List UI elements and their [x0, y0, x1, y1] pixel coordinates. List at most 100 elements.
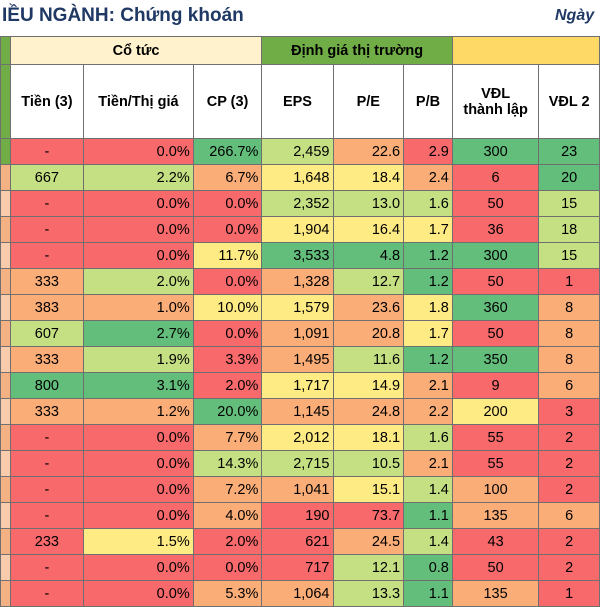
cell-pe: 12.7: [332, 268, 405, 295]
cell-vdl2: 18: [538, 216, 600, 243]
cell-vdl2: 6: [538, 502, 600, 529]
cell-cp: 10.0%: [192, 294, 263, 321]
cell-vdl-thanh-lap: 50: [451, 190, 540, 217]
table-row: 667 2.2% 6.7% 1,648 18.4 2.4 6 20: [0, 164, 600, 191]
cell-vdl2: 15: [538, 242, 600, 269]
cell-cp: 2.0%: [192, 528, 263, 555]
cell-tien-thi-gia: 0.0%: [83, 424, 194, 451]
cell-tien-thi-gia: 0.0%: [83, 580, 194, 607]
cell-pe: 12.1: [332, 554, 405, 581]
cell-tien: 667: [9, 164, 85, 191]
cell-eps: 1,041: [261, 476, 334, 503]
cell-vdl-thanh-lap: 350: [451, 346, 540, 373]
cell-vdl2: 1: [538, 268, 600, 295]
cell-eps: 1,091: [261, 320, 334, 347]
column-header-row: Tiền (3) Tiền/Thị giá CP (3) EPS P/E P/B…: [0, 64, 600, 139]
table-row: 800 3.1% 2.0% 1,717 14.9 2.1 9 6: [0, 372, 600, 399]
cell-pe: 13.0: [332, 190, 405, 217]
title-bar: IỀU NGÀNH: Chứng khoán Ngày: [0, 0, 600, 36]
cell-pb: 1.7: [403, 320, 453, 347]
cell-vdl2: 8: [538, 320, 600, 347]
cell-pb: 1.1: [403, 502, 453, 529]
cell-vdl2: 20: [538, 164, 600, 191]
cell-cp: 7.2%: [192, 476, 263, 503]
cell-eps: 1,648: [261, 164, 334, 191]
cell-tien: -: [9, 242, 85, 269]
cell-vdl-thanh-lap: 9: [451, 372, 540, 399]
table-row: -0.0% 7.7% 2,012 18.1 1.6 55 2: [0, 424, 600, 451]
table-row: -0.0% 0.0% 717 12.1 0.8 50 2: [0, 554, 600, 581]
data-table: Cổ tức Định giá thị trường Tiền (3) Tiền…: [0, 36, 600, 607]
cell-eps: 1,145: [261, 398, 334, 425]
cell-pb: 1.7: [403, 216, 453, 243]
edge-cell: [0, 164, 11, 191]
cell-cp: 20.0%: [192, 398, 263, 425]
cell-pe: 18.4: [332, 164, 405, 191]
cell-vdl2: 15: [538, 190, 600, 217]
table-row: -0.0% 7.2% 1,041 15.1 1.4 100 2: [0, 476, 600, 503]
edge-cell: [0, 502, 11, 529]
cell-pe: 18.1: [332, 424, 405, 451]
group-blank: [451, 36, 600, 65]
cell-tien: -: [9, 450, 85, 477]
cell-vdl-thanh-lap: 50: [451, 268, 540, 295]
cell-eps: 1,328: [261, 268, 334, 295]
cell-vdl2: 2: [538, 528, 600, 555]
cell-vdl2: 3: [538, 398, 600, 425]
cell-tien: -: [9, 502, 85, 529]
header-vdl-thanh-lap: VĐL thành lập: [451, 64, 540, 139]
cell-vdl2: 6: [538, 372, 600, 399]
cell-tien: 800: [9, 372, 85, 399]
cell-vdl2: 2: [538, 450, 600, 477]
cell-pb: 2.9: [403, 138, 453, 165]
edge-cell: [0, 424, 11, 451]
cell-pb: 1.4: [403, 476, 453, 503]
cell-tien-thi-gia: 2.2%: [83, 164, 194, 191]
cell-eps: 1,064: [261, 580, 334, 607]
cell-vdl2: 8: [538, 294, 600, 321]
table-row: -0.0% 0.0% 1,904 16.4 1.7 36 18: [0, 216, 600, 243]
edge-cell: [0, 294, 11, 321]
cell-cp: 0.0%: [192, 554, 263, 581]
cell-tien-thi-gia: 2.0%: [83, 268, 194, 295]
table-row: 383 1.0% 10.0% 1,579 23.6 1.8 360 8: [0, 294, 600, 321]
cell-pe: 24.5: [332, 528, 405, 555]
cell-pe: 20.8: [332, 320, 405, 347]
cell-vdl-thanh-lap: 50: [451, 554, 540, 581]
edge-cell: [0, 320, 11, 347]
cell-eps: 2,352: [261, 190, 334, 217]
cell-eps: 1,904: [261, 216, 334, 243]
cell-tien-thi-gia: 1.0%: [83, 294, 194, 321]
cell-cp: 0.0%: [192, 190, 263, 217]
cell-eps: 621: [261, 528, 334, 555]
cell-vdl-thanh-lap: 135: [451, 580, 540, 607]
cell-cp: 3.3%: [192, 346, 263, 373]
cell-tien-thi-gia: 1.5%: [83, 528, 194, 555]
cell-cp: 6.7%: [192, 164, 263, 191]
cell-vdl-thanh-lap: 43: [451, 528, 540, 555]
cell-vdl2: 1: [538, 580, 600, 607]
edge-cell: [0, 138, 11, 165]
cell-vdl2: 2: [538, 424, 600, 451]
edge-cell: [0, 216, 11, 243]
edge-cell: [0, 64, 11, 139]
cell-tien-thi-gia: 0.0%: [83, 554, 194, 581]
table-row: -0.0% 11.7% 3,533 4.8 1.2 300 15: [0, 242, 600, 269]
edge-cell: [0, 476, 11, 503]
edge-cell: [0, 398, 11, 425]
sheet-title: IỀU NGÀNH: Chứng khoán: [2, 5, 244, 26]
edge-cell: [0, 346, 11, 373]
cell-tien: -: [9, 216, 85, 243]
cell-vdl-thanh-lap: 300: [451, 138, 540, 165]
cell-pb: 2.1: [403, 450, 453, 477]
cell-vdl2: 8: [538, 346, 600, 373]
cell-vdl-thanh-lap: 135: [451, 502, 540, 529]
cell-pb: 1.1: [403, 580, 453, 607]
cell-tien: -: [9, 580, 85, 607]
cell-tien: 333: [9, 398, 85, 425]
cell-tien: 233: [9, 528, 85, 555]
header-tien: Tiền (3): [9, 64, 85, 139]
cell-vdl-thanh-lap: 300: [451, 242, 540, 269]
group-header-row: Cổ tức Định giá thị trường: [0, 36, 600, 65]
cell-cp: 0.0%: [192, 268, 263, 295]
